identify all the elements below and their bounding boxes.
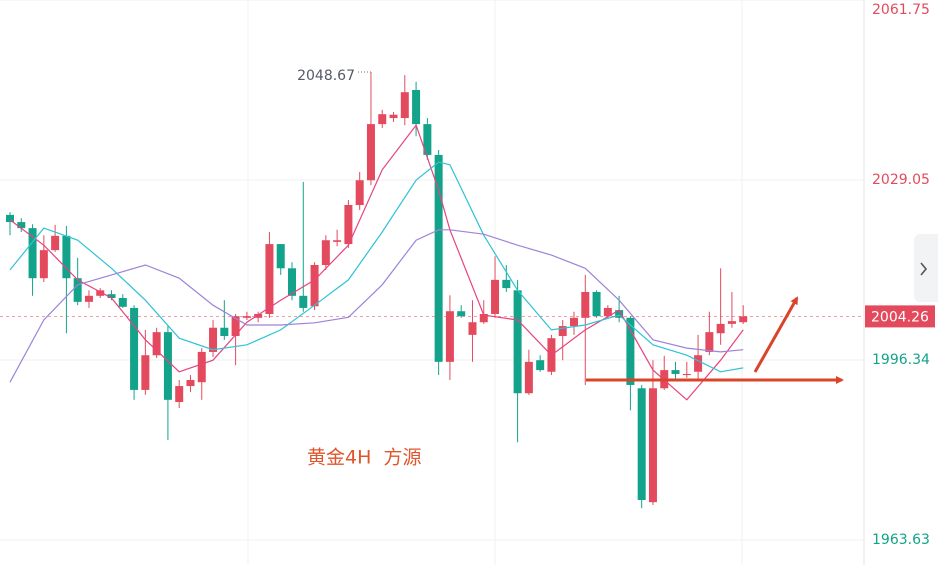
candle-body (536, 360, 545, 371)
candle-body (220, 327, 229, 336)
candle-body (96, 290, 105, 296)
candle-body (84, 295, 93, 302)
candle-body (254, 313, 263, 318)
candle-body (299, 295, 308, 308)
candle-body (17, 222, 26, 229)
candle-body (310, 264, 319, 307)
candle-body (570, 317, 578, 327)
candle-body (152, 332, 161, 356)
candle-body (186, 380, 195, 387)
candle-body (366, 124, 375, 181)
candle-body (6, 214, 14, 223)
candle-body (502, 279, 511, 289)
candle-body (107, 294, 116, 299)
candle-body (355, 180, 364, 206)
candle-body (739, 316, 748, 323)
grid (0, 0, 864, 565)
moving-averages (9, 123, 744, 401)
side-button[interactable] (914, 234, 938, 302)
candle-body (513, 290, 522, 394)
candle-body (62, 235, 71, 279)
candle-body (389, 114, 398, 119)
candle-body (592, 291, 601, 317)
candle-body (468, 322, 477, 335)
candle-body (51, 235, 60, 251)
candle-body (694, 355, 703, 372)
candle-body (175, 386, 184, 403)
candle-body (130, 307, 139, 390)
candle-body (716, 323, 725, 334)
candle-body (265, 244, 274, 314)
ma-line (9, 161, 744, 373)
candle-body (163, 332, 172, 400)
candle-body (671, 370, 680, 374)
candle-body (344, 205, 353, 245)
candle-body (423, 124, 432, 155)
candle-body (321, 240, 330, 265)
candle-body (412, 89, 421, 125)
candle-body (378, 114, 387, 125)
candle-body (242, 316, 251, 318)
candle-body (615, 310, 624, 318)
y-tick-label: 2029.05 (872, 172, 930, 188)
candle-body (288, 268, 296, 296)
candle-body (581, 291, 590, 318)
candle-body (118, 298, 127, 307)
y-tick-label: 2061.75 (872, 2, 930, 18)
candle-body (333, 240, 342, 242)
candle-body (682, 373, 691, 376)
candle-body (626, 317, 635, 385)
last-price-tag (865, 305, 935, 328)
candle-body (39, 250, 48, 279)
candle-body (457, 311, 466, 317)
candle-body (445, 311, 454, 362)
candle-body (603, 307, 612, 317)
candle-body (197, 351, 206, 383)
last-price-label: 2004.26 (871, 309, 929, 325)
y-tick-label: 1963.63 (872, 532, 930, 548)
price-axis: 1963.63 1996.34 2029.05 2061.75 2048.67 2004.… (0, 2, 935, 548)
candle-body (141, 355, 150, 390)
candle-body (524, 361, 533, 394)
candle-body (209, 327, 218, 352)
ma-line (9, 229, 744, 383)
candle-body (28, 228, 37, 279)
candle-body (479, 313, 488, 323)
candles (6, 71, 748, 509)
chevron-icon[interactable] (920, 262, 928, 276)
candle-body (637, 388, 646, 500)
candle-body (727, 321, 736, 324)
y-tick-label: 1996.34 (872, 352, 930, 368)
candle-body (434, 154, 443, 362)
candle-body (231, 316, 240, 336)
annotation: 黄金4H 方源 (307, 447, 421, 469)
candle-body (276, 244, 285, 269)
high-label: 2048.67 (297, 68, 355, 84)
candle-body (400, 92, 409, 119)
candle-body (648, 388, 657, 503)
candle-body (558, 326, 567, 336)
candle-body (705, 332, 714, 352)
arrow (753, 296, 799, 373)
candle-body (73, 278, 82, 302)
candle-body (491, 279, 500, 314)
